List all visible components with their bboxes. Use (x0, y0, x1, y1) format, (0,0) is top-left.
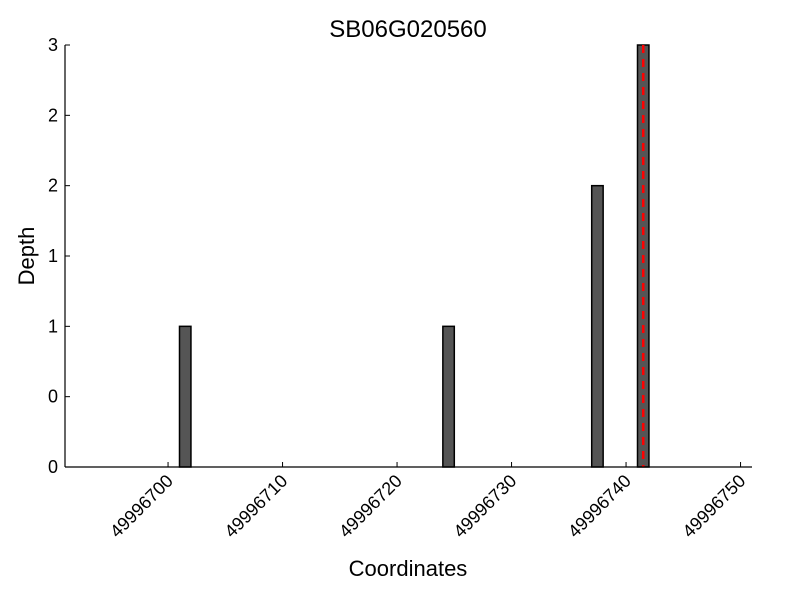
bar-0 (178, 325, 192, 468)
x-tick-label: 49996740 (564, 471, 635, 542)
chart-title: SB06G020560 (329, 16, 486, 43)
y-tick-label: 0 (48, 387, 58, 407)
x-tick-label: 49996750 (679, 471, 750, 542)
y-tick-label: 0 (48, 457, 58, 477)
y-tick-label: 1 (48, 316, 58, 336)
x-axis-label: Coordinates (349, 556, 468, 581)
y-tick-label: 2 (48, 176, 58, 196)
bar-2 (590, 184, 604, 468)
y-tick-label: 3 (48, 35, 58, 55)
y-axis-label: Depth (14, 227, 39, 286)
y-tick-label: 2 (48, 105, 58, 125)
x-tick-label: 49996730 (450, 471, 521, 542)
x-tick-label: 49996710 (221, 471, 292, 542)
x-tick-label: 49996700 (106, 471, 177, 542)
x-tick-label: 49996720 (335, 471, 406, 542)
y-tick-label: 1 (48, 246, 58, 266)
bar-1 (442, 325, 456, 468)
